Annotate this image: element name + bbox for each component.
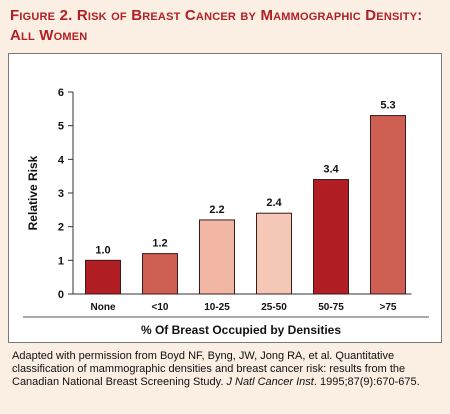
bar-value-label: 5.3 [380,100,395,112]
x-tick-label: 25-50 [261,302,287,313]
bar-value-label: 2.2 [209,204,224,216]
x-tick-label: <10 [152,302,169,313]
caption-text: Adapted with permission from Boyd NF, By… [12,350,406,388]
y-tick-label: 4 [58,154,65,166]
bar-1 [85,259,121,295]
x-axis-title: % Of Breast Occupied by Densities [141,323,341,337]
bar-value-label: 2.4 [266,197,282,209]
x-tick-label: >75 [380,302,397,313]
bar-value-label: 1.0 [95,244,110,256]
bar-value-label: 3.4 [323,164,339,176]
y-axis-title: Relative Risk [26,155,40,230]
figure-title: Figure 2. Risk of Breast Cancer by Mammo… [10,6,440,46]
x-tick-label: 10-25 [204,302,230,313]
y-tick-label: 0 [58,289,64,301]
bar-value-label: 1.2 [152,238,167,250]
x-tick-label: 50-75 [318,302,344,313]
figure-title-line-2: All Women [10,27,88,44]
y-tick-label: 2 [58,222,64,234]
chart-panel: 0 1 2 3 4 5 6 Relative Risk 1.0 None 1.2 <10 2.2 10-2… [8,53,442,343]
bar-chart: 0 1 2 3 4 5 6 Relative Risk 1.0 None 1.2 <10 2.2 10-2… [23,87,429,337]
figure-caption: Adapted with permission from Boyd NF, By… [12,350,438,389]
bar-5 [313,179,349,295]
x-tick-label: None [91,302,116,313]
y-tick-label: 5 [58,121,64,133]
figure-title-line-1: Figure 2. Risk of Breast Cancer by Mammo… [10,7,423,24]
bar-4 [256,212,292,295]
bar-2 [142,253,178,295]
bar-6 [370,115,406,295]
y-tick-label: 3 [58,188,64,200]
caption-journal: J Natl Cancer Inst [226,376,314,388]
caption-citation: . 1995;87(9):670-675. [313,376,420,388]
y-tick-label: 6 [58,87,64,99]
y-tick-label: 1 [58,255,64,267]
bar-3 [199,219,235,295]
